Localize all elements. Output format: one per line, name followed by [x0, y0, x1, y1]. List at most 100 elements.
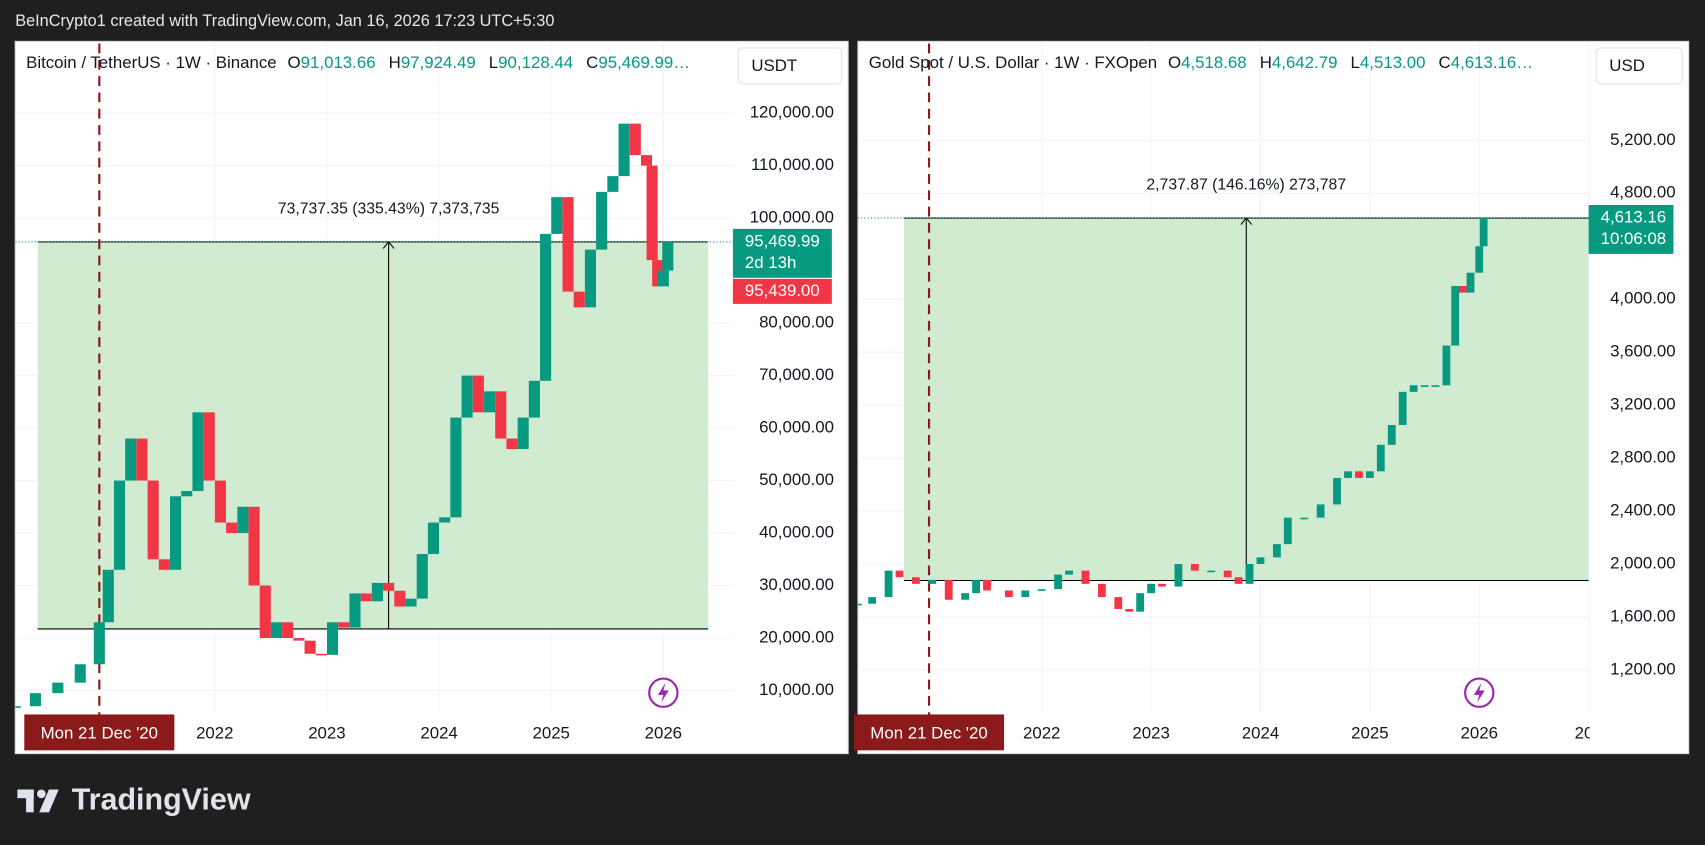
crosshair-label-box	[854, 714, 1005, 751]
chart-panel: 73,737.35 (335.43%) 7,373,735 2022 2023 202…	[14, 40, 849, 755]
candle	[270, 622, 283, 639]
y-tick-label: 70,000.00	[759, 365, 834, 384]
last-price-box	[732, 228, 832, 278]
ohlc-key: O	[288, 54, 301, 73]
ohlc-key: H	[1260, 54, 1272, 73]
y-tick-label: 3,600.00	[1610, 342, 1676, 361]
ohlc-value: 97,924.49	[401, 54, 476, 73]
candle	[1207, 570, 1216, 573]
measure-label: 2,737.87 (146.16%) 273,787	[1146, 177, 1346, 194]
y-tick-label: 30,000.00	[759, 575, 834, 594]
candle	[618, 123, 630, 177]
candle	[15, 706, 21, 708]
candle	[1283, 517, 1292, 545]
candle	[439, 517, 451, 523]
candle	[562, 197, 574, 292]
symbol-header: Bitcoin / TetherUS · 1W · Binance O91,013…	[26, 54, 690, 73]
logo-shape	[36, 789, 46, 799]
candle	[1125, 609, 1134, 612]
crosshair-label-box	[24, 714, 175, 751]
y-tick-label: 5,200.00	[1610, 130, 1676, 149]
currency-label[interactable]: USDT	[751, 56, 797, 75]
alert-icon[interactable]	[1464, 677, 1495, 708]
candle	[360, 593, 372, 602]
candle	[652, 260, 664, 287]
logo-shape	[17, 789, 34, 799]
top-caption: BeInCrypto1 created with TradingView.com…	[15, 12, 554, 30]
candle	[158, 559, 170, 570]
candle	[1081, 570, 1090, 584]
x-tick-label: 2026	[645, 723, 682, 742]
candle	[1479, 218, 1488, 247]
candle	[293, 638, 305, 641]
candle	[248, 506, 260, 586]
chart-panel: 2,737.87 (146.16%) 273,787 2022 2023 2024 20…	[854, 40, 1690, 755]
measure-box	[37, 241, 709, 629]
candle	[1387, 424, 1396, 445]
candle	[551, 197, 563, 234]
candle	[237, 506, 249, 534]
y-tick-label: 4,000.00	[1610, 289, 1676, 308]
candle	[282, 622, 294, 639]
candle	[884, 570, 893, 598]
last-price-label: 4,613.16	[1601, 207, 1667, 226]
candle	[1223, 570, 1232, 578]
currency-button[interactable]	[1595, 47, 1683, 85]
y-tick-label: 40,000.00	[759, 522, 834, 541]
candle	[857, 603, 862, 606]
y-tick-label: 80,000.00	[759, 313, 834, 332]
candle	[192, 412, 204, 492]
x-tick-label: 2024	[1242, 723, 1279, 742]
candle	[662, 241, 674, 271]
x-tick-label: 2024	[420, 723, 457, 742]
ohlc-value: 95,469.99…	[598, 54, 690, 73]
candle	[1466, 272, 1475, 293]
candle	[1376, 444, 1385, 472]
candle	[1431, 385, 1440, 387]
ohlc-value: 4,518.68	[1181, 54, 1247, 73]
candle	[1136, 593, 1145, 612]
candle	[1316, 504, 1325, 518]
candle	[895, 570, 904, 578]
ohlc-key: H	[389, 54, 401, 73]
x-tick-label: 2026	[1461, 723, 1498, 742]
plot-area: 73,737.35 (335.43%) 7,373,735 2022 2023 202…	[15, 43, 734, 742]
candle	[596, 191, 608, 250]
y-tick-label: 2,800.00	[1610, 448, 1676, 467]
ohlc-value: 90,128.44	[498, 54, 573, 73]
candle	[371, 582, 383, 602]
candle	[629, 123, 641, 156]
bid-box	[732, 278, 832, 304]
y-tick-label: 1,200.00	[1610, 659, 1676, 678]
candle	[1365, 471, 1374, 478]
candle	[912, 577, 920, 584]
candle	[483, 391, 496, 413]
y-tick-label: 100,000.00	[750, 208, 834, 227]
y-tick-label: 2,000.00	[1610, 553, 1676, 572]
currency-button[interactable]	[737, 47, 843, 85]
footer-logo: TradingView	[17, 782, 251, 816]
y-tick-label: 4,800.00	[1610, 183, 1676, 202]
candle	[450, 417, 462, 518]
ohlc-key: O	[1168, 54, 1181, 73]
candle	[944, 579, 953, 600]
ohlc-value: 4,642.79	[1272, 54, 1338, 73]
currency-label[interactable]: USD	[1609, 56, 1645, 75]
candle	[1114, 597, 1123, 610]
candle	[961, 593, 970, 600]
candle	[383, 582, 395, 591]
candle	[540, 233, 552, 381]
candle	[74, 664, 86, 683]
alert-icon[interactable]	[648, 677, 679, 708]
candle	[1190, 564, 1199, 571]
candle	[1344, 471, 1352, 478]
candle	[573, 291, 585, 308]
candle	[1442, 345, 1451, 386]
y-tick-label: 10,000.00	[759, 680, 834, 699]
candle	[327, 622, 339, 655]
candle	[1021, 590, 1030, 598]
bid-label: 95,439.00	[745, 281, 820, 300]
symbol-title: Gold Spot / U.S. Dollar · 1W · FXOpen	[869, 54, 1157, 73]
x-tick-label: 2025	[1351, 723, 1388, 742]
candle	[147, 480, 159, 560]
